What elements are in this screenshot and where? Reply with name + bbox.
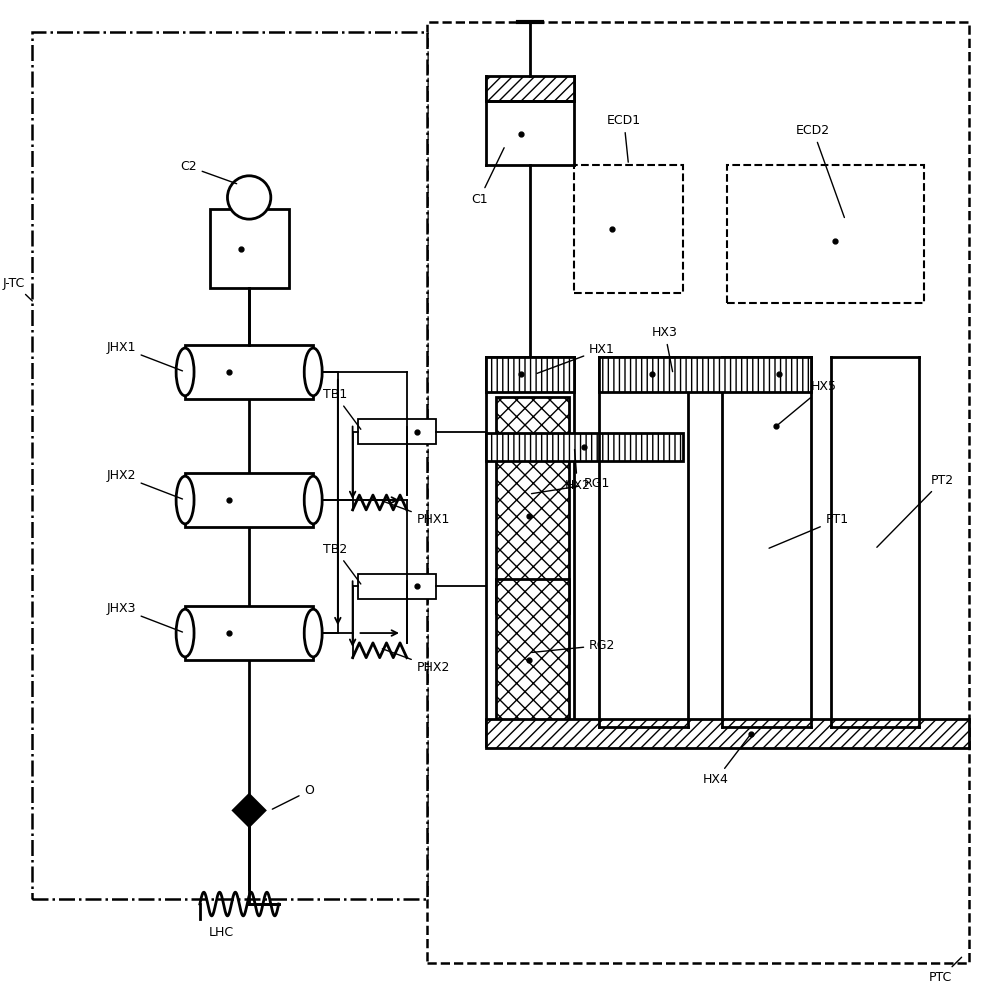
Bar <box>599 357 811 392</box>
Text: JHX3: JHX3 <box>106 602 182 632</box>
Bar <box>496 579 570 727</box>
Bar <box>426 22 968 963</box>
Bar <box>486 76 575 101</box>
Text: O: O <box>273 784 314 809</box>
Text: HX3: HX3 <box>652 326 678 372</box>
Bar <box>727 165 925 303</box>
Bar <box>575 165 683 293</box>
Bar <box>358 419 436 444</box>
Bar <box>185 473 313 527</box>
Bar <box>33 32 426 899</box>
Text: LHC: LHC <box>209 926 234 939</box>
Ellipse shape <box>304 476 322 524</box>
Text: RG2: RG2 <box>531 639 615 652</box>
Text: JHX1: JHX1 <box>106 341 182 371</box>
Text: HX5: HX5 <box>779 380 836 424</box>
Bar <box>210 209 288 288</box>
Text: ECD2: ECD2 <box>796 124 844 218</box>
Text: RG1: RG1 <box>531 477 610 494</box>
Circle shape <box>228 176 271 219</box>
Text: JHX2: JHX2 <box>106 469 182 499</box>
Ellipse shape <box>176 609 194 657</box>
Bar <box>185 606 313 660</box>
Polygon shape <box>233 795 265 826</box>
Text: PHX2: PHX2 <box>383 649 450 674</box>
Text: ECD1: ECD1 <box>606 114 641 162</box>
Ellipse shape <box>304 609 322 657</box>
Bar <box>486 433 683 461</box>
Text: C2: C2 <box>180 160 237 184</box>
Text: TB1: TB1 <box>323 388 361 429</box>
Bar <box>496 397 570 613</box>
Bar <box>486 357 575 392</box>
Text: TB2: TB2 <box>323 543 361 584</box>
Text: PHX1: PHX1 <box>383 501 450 526</box>
Text: HX2: HX2 <box>565 450 591 492</box>
Text: PT2: PT2 <box>877 474 954 547</box>
Text: C1: C1 <box>471 148 504 206</box>
Ellipse shape <box>176 476 194 524</box>
Text: PT1: PT1 <box>769 513 848 548</box>
Bar <box>486 76 575 101</box>
Bar <box>486 719 968 748</box>
Ellipse shape <box>304 348 322 396</box>
Bar <box>358 574 436 599</box>
Text: HX1: HX1 <box>537 343 615 373</box>
Ellipse shape <box>176 348 194 396</box>
Text: J-TC: J-TC <box>3 277 33 301</box>
Text: PTC: PTC <box>930 957 961 984</box>
Text: HX4: HX4 <box>703 736 749 786</box>
Bar <box>185 345 313 399</box>
